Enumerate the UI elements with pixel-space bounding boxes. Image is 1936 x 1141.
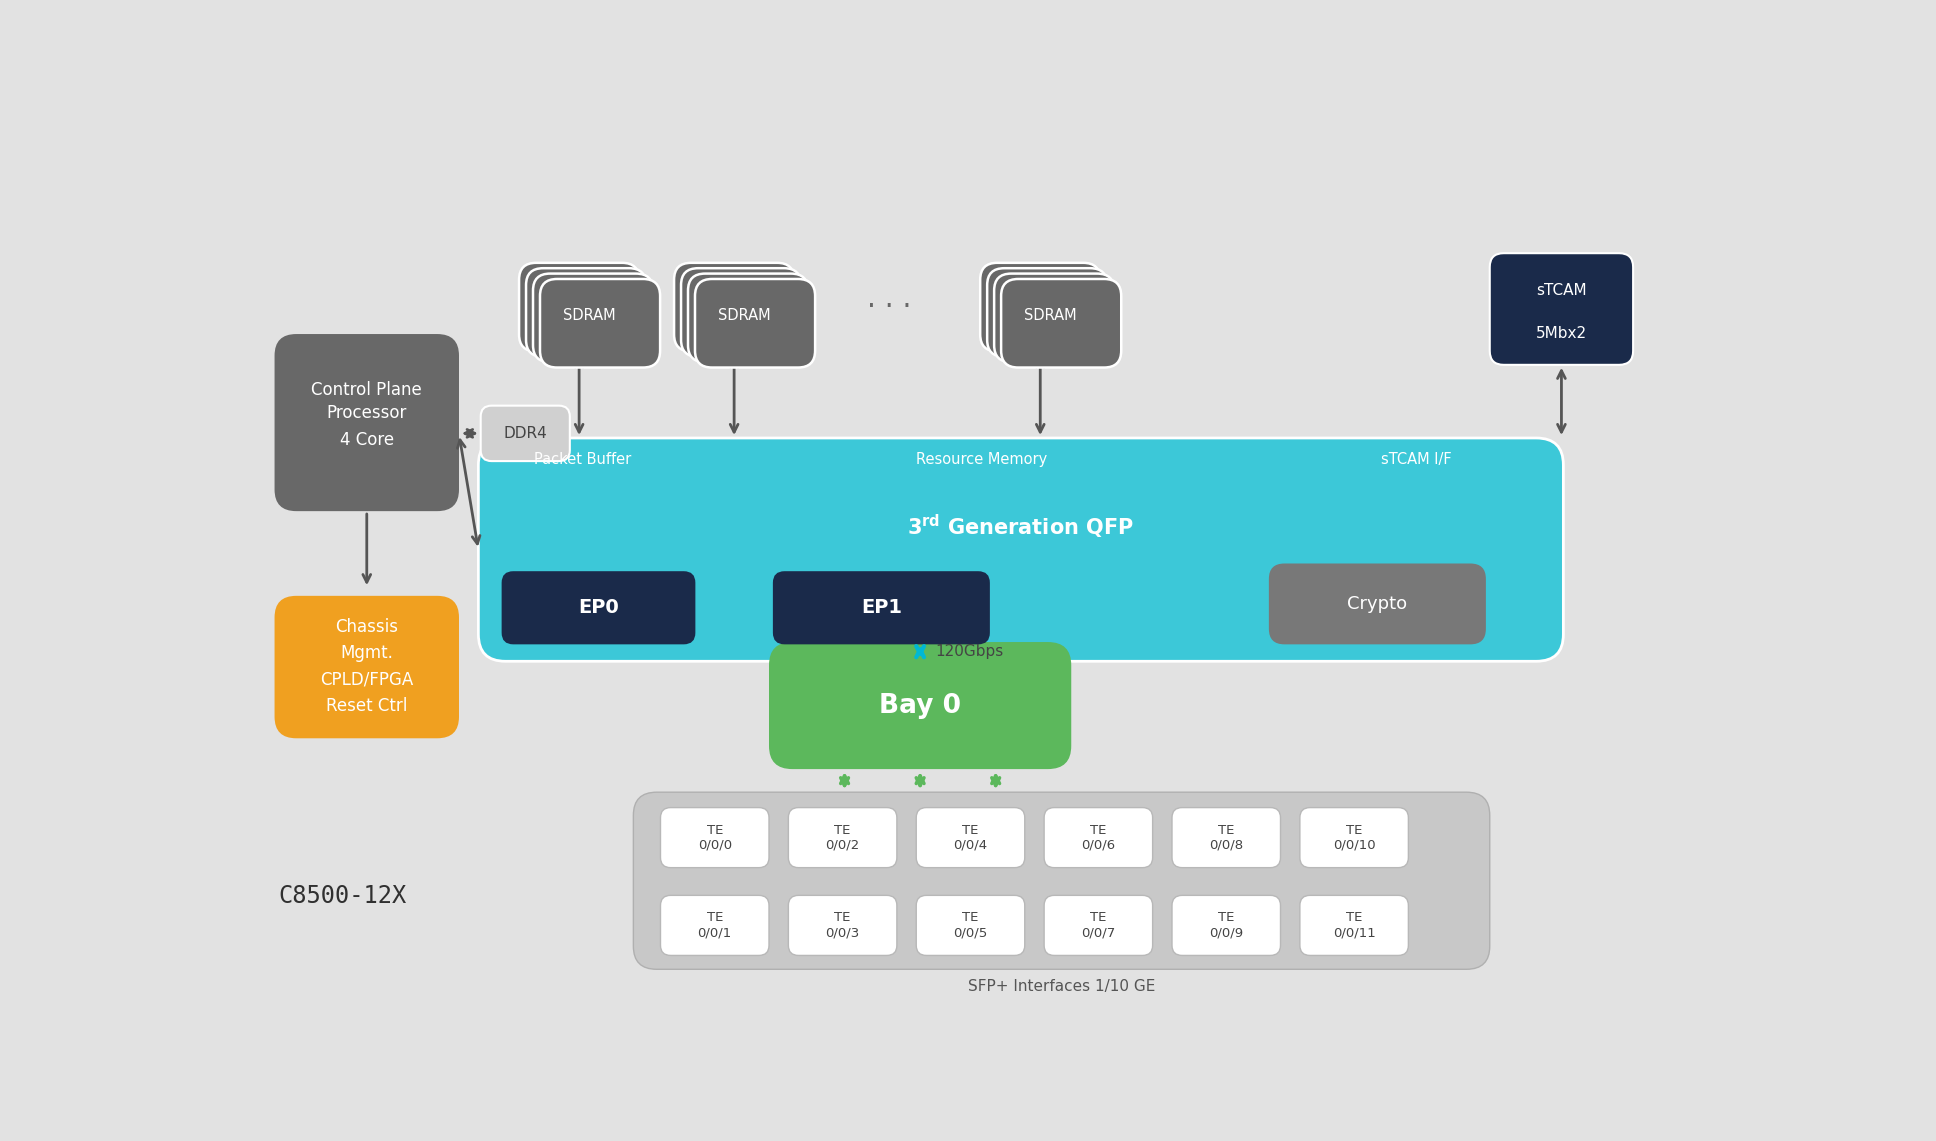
FancyBboxPatch shape — [681, 268, 802, 357]
Text: TE
0/0/4: TE 0/0/4 — [953, 824, 987, 851]
FancyBboxPatch shape — [275, 596, 459, 738]
Text: DDR4: DDR4 — [503, 426, 548, 440]
FancyBboxPatch shape — [532, 274, 652, 362]
FancyBboxPatch shape — [1044, 896, 1152, 955]
FancyBboxPatch shape — [695, 280, 815, 367]
Text: C8500-12X: C8500-12X — [279, 884, 407, 908]
FancyBboxPatch shape — [788, 896, 896, 955]
Text: EP1: EP1 — [862, 598, 902, 617]
FancyBboxPatch shape — [480, 406, 569, 461]
Text: TE
0/0/2: TE 0/0/2 — [825, 824, 860, 851]
Text: Mgmt.: Mgmt. — [341, 645, 393, 662]
Text: sTCAM I/F: sTCAM I/F — [1380, 452, 1452, 467]
FancyBboxPatch shape — [540, 280, 660, 367]
FancyBboxPatch shape — [1268, 564, 1485, 645]
Text: Control Plane: Control Plane — [312, 381, 422, 399]
FancyBboxPatch shape — [772, 572, 989, 645]
Text: SDRAM: SDRAM — [718, 308, 771, 323]
Text: Processor: Processor — [327, 404, 407, 422]
Text: TE
0/0/7: TE 0/0/7 — [1080, 912, 1115, 939]
Text: · · ·: · · · — [867, 293, 912, 321]
Text: CPLD/FPGA: CPLD/FPGA — [319, 671, 414, 688]
Text: Bay 0: Bay 0 — [879, 693, 960, 719]
FancyBboxPatch shape — [501, 572, 695, 645]
Text: Chassis: Chassis — [335, 618, 399, 636]
FancyBboxPatch shape — [995, 274, 1115, 362]
Text: 120Gbps: 120Gbps — [935, 645, 1005, 659]
Text: SDRAM: SDRAM — [1024, 308, 1076, 323]
Text: Reset Ctrl: Reset Ctrl — [325, 696, 407, 714]
Text: Packet Buffer: Packet Buffer — [534, 452, 631, 467]
Text: 5Mbx2: 5Mbx2 — [1535, 326, 1588, 341]
FancyBboxPatch shape — [1001, 280, 1121, 367]
Text: TE
0/0/6: TE 0/0/6 — [1082, 824, 1115, 851]
Text: TE
0/0/5: TE 0/0/5 — [953, 912, 987, 939]
Text: TE
0/0/3: TE 0/0/3 — [825, 912, 860, 939]
FancyBboxPatch shape — [788, 808, 896, 867]
FancyBboxPatch shape — [660, 808, 769, 867]
FancyBboxPatch shape — [519, 262, 639, 351]
FancyBboxPatch shape — [660, 896, 769, 955]
FancyBboxPatch shape — [916, 808, 1024, 867]
Text: SFP+ Interfaces 1/10 GE: SFP+ Interfaces 1/10 GE — [968, 979, 1156, 994]
FancyBboxPatch shape — [1299, 896, 1407, 955]
Text: 3$^{\mathregular{rd}}$ Generation QFP: 3$^{\mathregular{rd}}$ Generation QFP — [908, 512, 1134, 541]
FancyBboxPatch shape — [1171, 896, 1280, 955]
Text: TE
0/0/1: TE 0/0/1 — [697, 912, 732, 939]
FancyBboxPatch shape — [687, 274, 807, 362]
Text: Crypto: Crypto — [1347, 594, 1407, 613]
Text: TE
0/0/10: TE 0/0/10 — [1332, 824, 1375, 851]
FancyBboxPatch shape — [478, 438, 1564, 662]
Text: TE
0/0/0: TE 0/0/0 — [697, 824, 732, 851]
Text: 4 Core: 4 Core — [339, 430, 393, 448]
FancyBboxPatch shape — [1044, 808, 1152, 867]
Text: TE
0/0/8: TE 0/0/8 — [1210, 824, 1243, 851]
FancyBboxPatch shape — [633, 792, 1489, 970]
FancyBboxPatch shape — [916, 896, 1024, 955]
FancyBboxPatch shape — [1299, 808, 1407, 867]
FancyBboxPatch shape — [1171, 808, 1280, 867]
Text: EP0: EP0 — [579, 598, 620, 617]
FancyBboxPatch shape — [275, 334, 459, 511]
Text: TE
0/0/11: TE 0/0/11 — [1332, 912, 1375, 939]
Text: Resource Memory: Resource Memory — [916, 452, 1047, 467]
FancyBboxPatch shape — [1489, 253, 1634, 365]
Text: SDRAM: SDRAM — [563, 308, 616, 323]
Text: TE
0/0/9: TE 0/0/9 — [1210, 912, 1243, 939]
Text: sTCAM: sTCAM — [1535, 283, 1588, 298]
FancyBboxPatch shape — [674, 262, 794, 351]
FancyBboxPatch shape — [987, 268, 1107, 357]
FancyBboxPatch shape — [527, 268, 647, 357]
FancyBboxPatch shape — [769, 642, 1071, 769]
FancyBboxPatch shape — [980, 262, 1100, 351]
